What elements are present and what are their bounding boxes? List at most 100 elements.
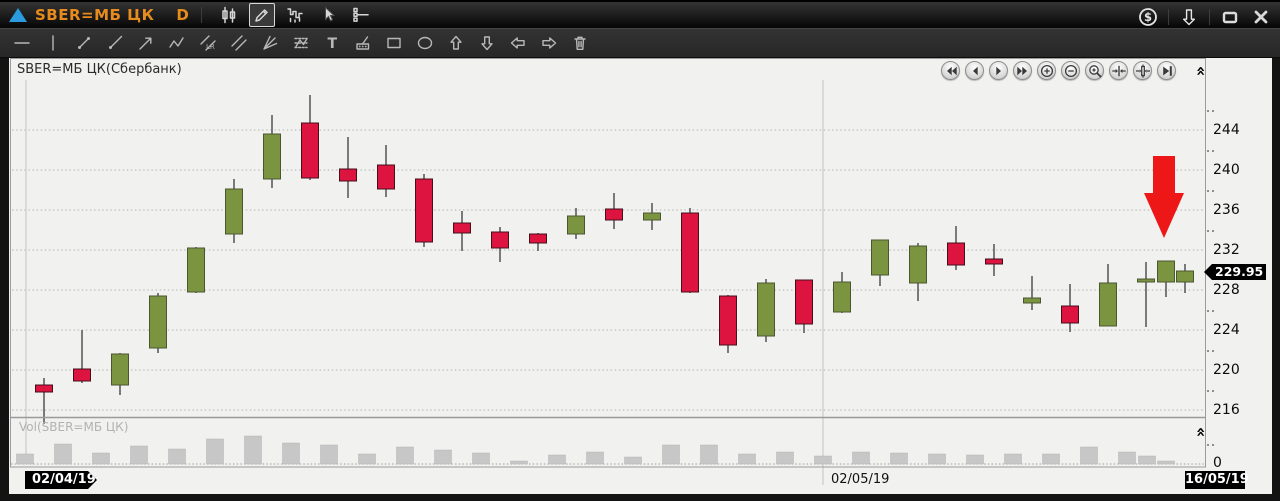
titlebar-separator: [200, 7, 202, 23]
volume-pane-title: Vol(SBER=МБ ЦК): [19, 420, 129, 434]
chart-window-frame: SBER=МБ ЦК(Сбербанк) Vol(SBER=МБ ЦК) « «…: [0, 58, 1280, 501]
horizontal-line-tool-button[interactable]: [13, 34, 31, 52]
candle: [111, 353, 129, 395]
scroll-forward-button[interactable]: [989, 61, 1008, 80]
price-axis: 0 244 240 236 232 228 224 220 216: [1206, 58, 1272, 494]
candle: [909, 243, 927, 301]
zoom-window-button[interactable]: [1085, 61, 1104, 80]
svg-text:$: $: [1144, 10, 1152, 24]
volume-bar: [510, 460, 528, 465]
dock-down-button[interactable]: [1178, 6, 1200, 28]
svg-text:LR: LR: [206, 43, 215, 51]
candle: [339, 137, 357, 198]
price-axis-minor-tick: [1207, 390, 1214, 392]
down-arrow-annotation[interactable]: [1144, 156, 1184, 238]
arrow-up-mark-tool-button[interactable]: [447, 34, 465, 52]
scroll-back-button[interactable]: [965, 61, 984, 80]
volume-bar: [662, 444, 680, 465]
zoom-out-button[interactable]: [1061, 61, 1080, 80]
indicator-levels-button[interactable]: [348, 3, 374, 27]
zoom-in-button[interactable]: [1037, 61, 1056, 80]
arrow-down-mark-tool-button[interactable]: [478, 34, 496, 52]
close-window-button[interactable]: [1250, 6, 1272, 28]
text-tool-tool-button[interactable]: T: [323, 34, 341, 52]
delete-drawing-tool-button[interactable]: [571, 34, 589, 52]
volume-bar: [1080, 446, 1098, 465]
restore-window-button[interactable]: [1219, 6, 1241, 28]
draw-mode-button[interactable]: [248, 3, 275, 27]
x-axis-end-date-tag: 16/05/19: [1185, 471, 1249, 489]
polyline-tool-button[interactable]: [168, 34, 186, 52]
x-axis-mid-date-label: 02/05/19: [831, 472, 890, 487]
scroll-fast-forward-button[interactable]: [1013, 61, 1032, 80]
candle: [1137, 262, 1155, 327]
volume-bar: [700, 444, 718, 465]
volume-bar: [776, 451, 794, 465]
ellipse-tool-tool-button[interactable]: [416, 34, 434, 52]
volume-bar: [1157, 460, 1175, 465]
chart-title: SBER=МБ ЦК(Сбербанк): [17, 62, 182, 77]
arrow-left-mark-tool-button[interactable]: [509, 34, 527, 52]
volume-bar: [206, 438, 224, 465]
timeframe-label[interactable]: D: [176, 6, 189, 24]
linear-regression-tool-button[interactable]: LR: [199, 34, 217, 52]
candle: [491, 227, 509, 262]
price-axis-minor-tick: [1207, 350, 1214, 352]
price-axis-minor-tick: [1207, 230, 1214, 232]
candle: [225, 179, 243, 243]
candle: [947, 226, 965, 270]
compress-to-candle-button[interactable]: [1133, 61, 1152, 80]
trend-segment-tool-button[interactable]: [75, 34, 93, 52]
current-price-tag: 229.95: [1204, 264, 1266, 280]
candle: [149, 293, 167, 353]
fan-lines-tool-button[interactable]: [261, 34, 279, 52]
volume-profile-button[interactable]: [282, 3, 308, 27]
ray-tool-button[interactable]: [106, 34, 124, 52]
volume-bar: [928, 453, 946, 465]
volume-bar: [320, 444, 338, 465]
titlebar-window-controls: $: [1137, 4, 1272, 30]
price-axis-minor-tick: [1207, 310, 1214, 312]
app-logo-triangle-icon: [9, 8, 27, 22]
rectangle-tool-tool-button[interactable]: [385, 34, 403, 52]
chart-type-candles-button[interactable]: [216, 3, 242, 27]
volume-bar: [244, 435, 262, 465]
candle: [263, 115, 281, 188]
go-to-end-button[interactable]: [1157, 61, 1176, 80]
trend-arrow-tool-button[interactable]: [137, 34, 155, 52]
price-axis-minor-tick: [1207, 190, 1214, 192]
candle: [833, 272, 851, 313]
parallel-channel-tool-button[interactable]: [230, 34, 248, 52]
x-axis-start-date-tag: 02/04/19: [25, 471, 97, 489]
plot-frame: [10, 58, 1206, 468]
price-label-tool-button[interactable]: [354, 34, 372, 52]
candle: [605, 193, 623, 229]
candle: [35, 378, 53, 424]
price-axis-label: 240: [1213, 162, 1240, 178]
chart-area: SBER=МБ ЦК(Сбербанк) Vol(SBER=МБ ЦК) « «…: [9, 58, 1272, 494]
window-symbol-title: SBER=МБ ЦК: [35, 6, 155, 24]
candle: [453, 211, 471, 251]
title-bar: SBER=МБ ЦК D $: [0, 0, 1280, 28]
price-axis-label: 224: [1213, 322, 1240, 338]
volume-bar: [92, 452, 110, 465]
currency-button[interactable]: $: [1137, 6, 1159, 28]
arrow-right-mark-tool-button[interactable]: [540, 34, 558, 52]
svg-text:T: T: [328, 36, 338, 52]
candle: [301, 95, 319, 180]
cursor-mode-button[interactable]: [315, 3, 341, 27]
vertical-line-tool-button[interactable]: [44, 34, 62, 52]
volume-bar: [586, 451, 604, 465]
candle: [567, 208, 585, 239]
volume-bar: [624, 456, 642, 465]
candle: [757, 279, 775, 342]
compress-horizontal-button[interactable]: [1109, 61, 1128, 80]
titlebar-tool-group: [216, 3, 374, 27]
volume-axis-zero-label: 0: [1213, 455, 1222, 471]
scroll-fast-back-button[interactable]: [941, 61, 960, 80]
fibonacci-levels-tool-button[interactable]: [292, 34, 310, 52]
price-axis-label: 228: [1213, 282, 1240, 298]
volume-bar: [1138, 455, 1156, 465]
volume-bar: [130, 445, 148, 465]
